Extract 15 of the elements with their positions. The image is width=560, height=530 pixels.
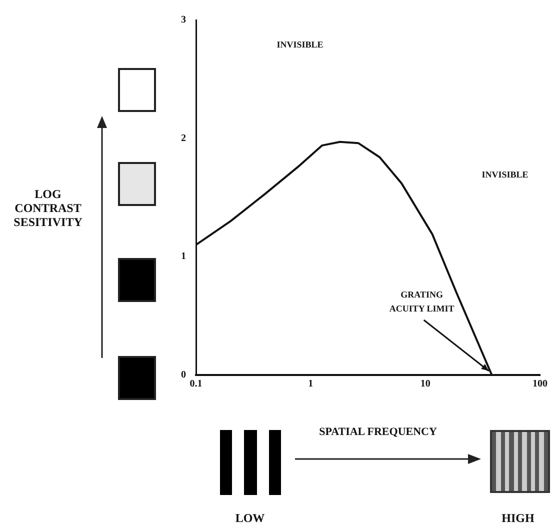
y-tick-label: 0 [181,370,186,381]
annotation: GRATING ACUITY LIMIT [389,289,454,314]
y-tick-label: 3 [181,14,186,26]
x-tick-label: 1 [308,378,314,390]
annotation: INVISIBLE [482,169,528,180]
y-tick-label: 2 [181,132,186,144]
annotation: INVISIBLE [276,39,324,50]
x-tick-label: 0.1 [190,378,202,390]
x-axis-title: SPATIAL FREQUENCY [319,426,437,438]
text: LOW [235,511,265,526]
x-tick-label: 100 [532,378,548,390]
y-tick-label: 1 [181,251,186,262]
text: LOG CONTRAST SESITIVITY [14,187,83,230]
x-tick-label: 10 [420,378,430,390]
text: HIGH [502,511,535,526]
